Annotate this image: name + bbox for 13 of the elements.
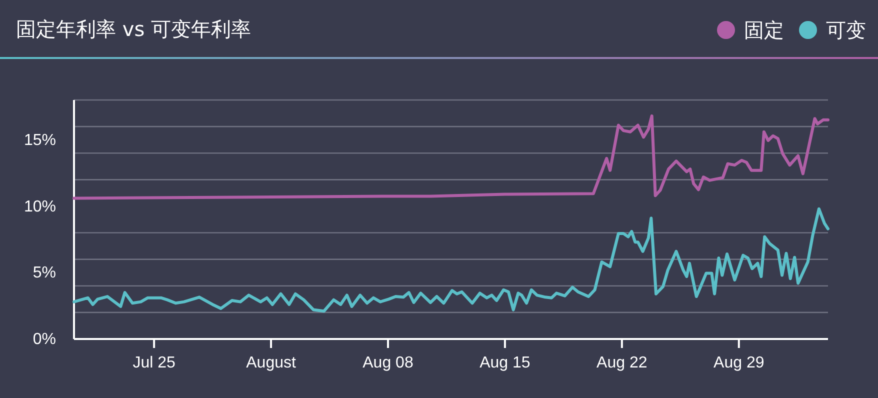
y-tick-label: 0%	[32, 331, 56, 348]
y-tick-label: 15%	[24, 132, 56, 149]
y-tick-label: 5%	[32, 264, 56, 282]
x-tick-label: Aug 08	[362, 354, 414, 372]
x-tick-label: Aug 15	[480, 354, 530, 372]
y-tick-label: 10%	[24, 198, 56, 216]
x-tick-label: Jul 25	[132, 354, 176, 372]
legend-label: 可变	[826, 18, 866, 42]
chart-title: 固定年利率 vs 可变年利率	[16, 17, 251, 41]
legend-label: 固定	[744, 18, 784, 42]
x-tick-label: Aug 29	[714, 354, 764, 372]
x-tick-label: August	[246, 354, 296, 372]
x-tick-label: Aug 22	[596, 354, 648, 372]
